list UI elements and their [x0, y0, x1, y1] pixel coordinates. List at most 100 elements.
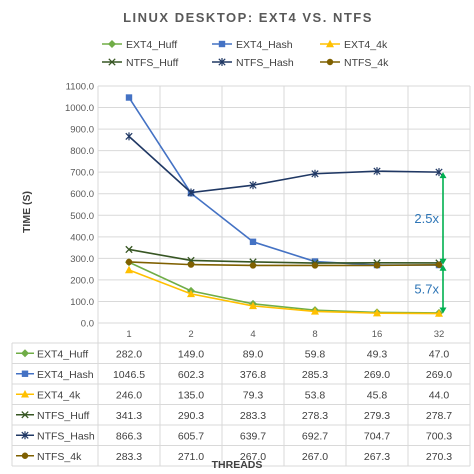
data-point: [249, 238, 257, 246]
data-point: [311, 307, 319, 315]
table-cell-value: 700.3: [426, 430, 452, 442]
legend-entry: EXT4_Huff: [102, 39, 177, 51]
table-cell-value: 135.0: [178, 389, 204, 401]
table-cell-value: 290.3: [178, 410, 204, 422]
table-row-label: NTFS_Huff: [37, 410, 89, 422]
data-point: [187, 188, 195, 197]
legend-swatch-marker: [108, 58, 116, 66]
x-tick-label: 2: [188, 329, 193, 340]
y-tick-label: 500.0: [70, 211, 94, 222]
legend-label: EXT4_4k: [344, 39, 388, 51]
legend-label: NTFS_4k: [344, 57, 389, 69]
x-tick-label: 4: [250, 329, 255, 340]
table-cell-value: 282.0: [116, 348, 142, 360]
legend-entry: EXT4_Hash: [212, 39, 293, 51]
table-cell-value: 269.0: [426, 369, 452, 381]
series-ntfs-hash: [125, 132, 443, 197]
legend-swatch-marker: [326, 39, 334, 48]
y-tick-label: 300.0: [70, 254, 94, 265]
table-row-label: NTFS_4k: [37, 451, 82, 463]
table-cell-value: 246.0: [116, 389, 142, 401]
chart-title: LINUX DESKTOP: EXT4 VS. NTFS: [123, 10, 373, 25]
y-tick-label: 700.0: [70, 168, 94, 179]
ratio-annotation: 2.5x: [414, 172, 447, 265]
series-ntfs-4k: [125, 258, 443, 269]
table-cell-value: 89.0: [243, 348, 264, 360]
y-tick-label: 200.0: [70, 275, 94, 286]
table-row-label: EXT4_Hash: [37, 369, 94, 381]
annotation-arrowhead: [439, 307, 447, 314]
table-cell-value: 45.8: [367, 389, 388, 401]
table-cell-value: 267.0: [240, 451, 266, 463]
table-cell-value: 278.3: [302, 410, 328, 422]
annotation-arrowhead: [439, 172, 447, 179]
data-point: [373, 308, 381, 317]
data-point: [435, 168, 443, 177]
y-tick-label: 800.0: [70, 146, 94, 157]
legend-swatch-marker: [108, 40, 116, 48]
table-row: EXT4_4k 246.0 135.0 79.3 53.8 45.8 44.0: [16, 389, 449, 401]
data-point: [435, 261, 443, 268]
table-cell-value: 149.0: [178, 348, 204, 360]
data-point: [125, 132, 133, 141]
legend: EXT4_Huff EXT4_Hash EXT4_4k NTFS_Huff NTFS_H…: [102, 39, 389, 69]
y-axis-title: TIME (S): [21, 191, 33, 233]
table-row: NTFS_Huff 341.3 290.3 283.3 278.3 279.3 278.7: [16, 410, 452, 422]
legend-entry: NTFS_4k: [320, 57, 389, 69]
legend-swatch-marker: [218, 40, 226, 48]
data-point-stroke: [125, 245, 133, 254]
annotation-label: 2.5x: [414, 211, 439, 226]
table-cell-value: 269.0: [364, 369, 390, 381]
data-point: [435, 309, 443, 317]
table-cell-value: 53.8: [305, 389, 326, 401]
table-cell-value: 704.7: [364, 430, 390, 442]
legend-swatch-marker: [218, 58, 226, 66]
table-cell-value: 605.7: [178, 430, 204, 442]
y-tick-label: 100.0: [70, 297, 94, 308]
legend-swatch-marker: [326, 58, 334, 66]
table-row: NTFS_4k 283.3 271.0 267.0 267.0 267.3 270.3: [16, 451, 452, 463]
table-cell-value: 271.0: [178, 451, 204, 463]
y-axis-ticks: 0.0 100.0 200.0 300.0 400.0 500.0 600.0 700.0 80…: [65, 82, 94, 330]
table-cell-value: 44.0: [429, 389, 450, 401]
table-row-swatch-marker: [21, 431, 29, 440]
y-tick-label: 600.0: [70, 189, 94, 200]
legend-swatch-marker-stroke: [108, 58, 116, 66]
data-point: [249, 262, 257, 269]
annotation-arrowhead: [439, 264, 447, 271]
data-point: [373, 262, 381, 269]
x-axis-title: THREADS: [212, 459, 263, 471]
annotation-arrowhead: [439, 258, 447, 265]
table-cell-value: 59.8: [305, 348, 326, 360]
table-cell-value: 267.3: [364, 451, 390, 463]
series-line: [128, 261, 440, 267]
table-row-swatch-marker: [21, 349, 29, 358]
table-row-swatch-marker: [21, 390, 29, 398]
data-point: [311, 169, 319, 178]
y-tick-label: 1100.0: [66, 82, 94, 93]
series-ext4-4k: [125, 265, 443, 317]
data-point: [311, 262, 319, 269]
data-point: [125, 258, 133, 266]
y-tick-label: 1000.0: [65, 103, 94, 114]
series-layer: [125, 94, 443, 317]
legend-entry: NTFS_Hash: [212, 57, 294, 69]
table-row: NTFS_Hash 866.3 605.7 639.7 692.7 704.7 700.3: [16, 430, 452, 442]
table-cell-value: 639.7: [240, 430, 266, 442]
data-point: [249, 181, 257, 190]
table-row-swatch-marker-stroke: [21, 411, 29, 419]
legend-label: EXT4_Huff: [126, 39, 177, 51]
y-tick-label: 900.0: [70, 125, 94, 136]
table-cell-value: 47.0: [429, 348, 450, 360]
table-cell-value: 278.7: [426, 410, 452, 422]
table-row-label: EXT4_Huff: [37, 348, 88, 360]
legend-entry: NTFS_Huff: [102, 57, 178, 69]
data-point: [249, 301, 257, 310]
data-point: [125, 265, 133, 274]
data-point: [187, 261, 195, 268]
table-cell-value: 602.3: [178, 369, 204, 381]
table-cell-value: 283.3: [116, 451, 142, 463]
series-line: [128, 269, 440, 315]
annotations: 2.5x 5.7x: [414, 172, 447, 314]
